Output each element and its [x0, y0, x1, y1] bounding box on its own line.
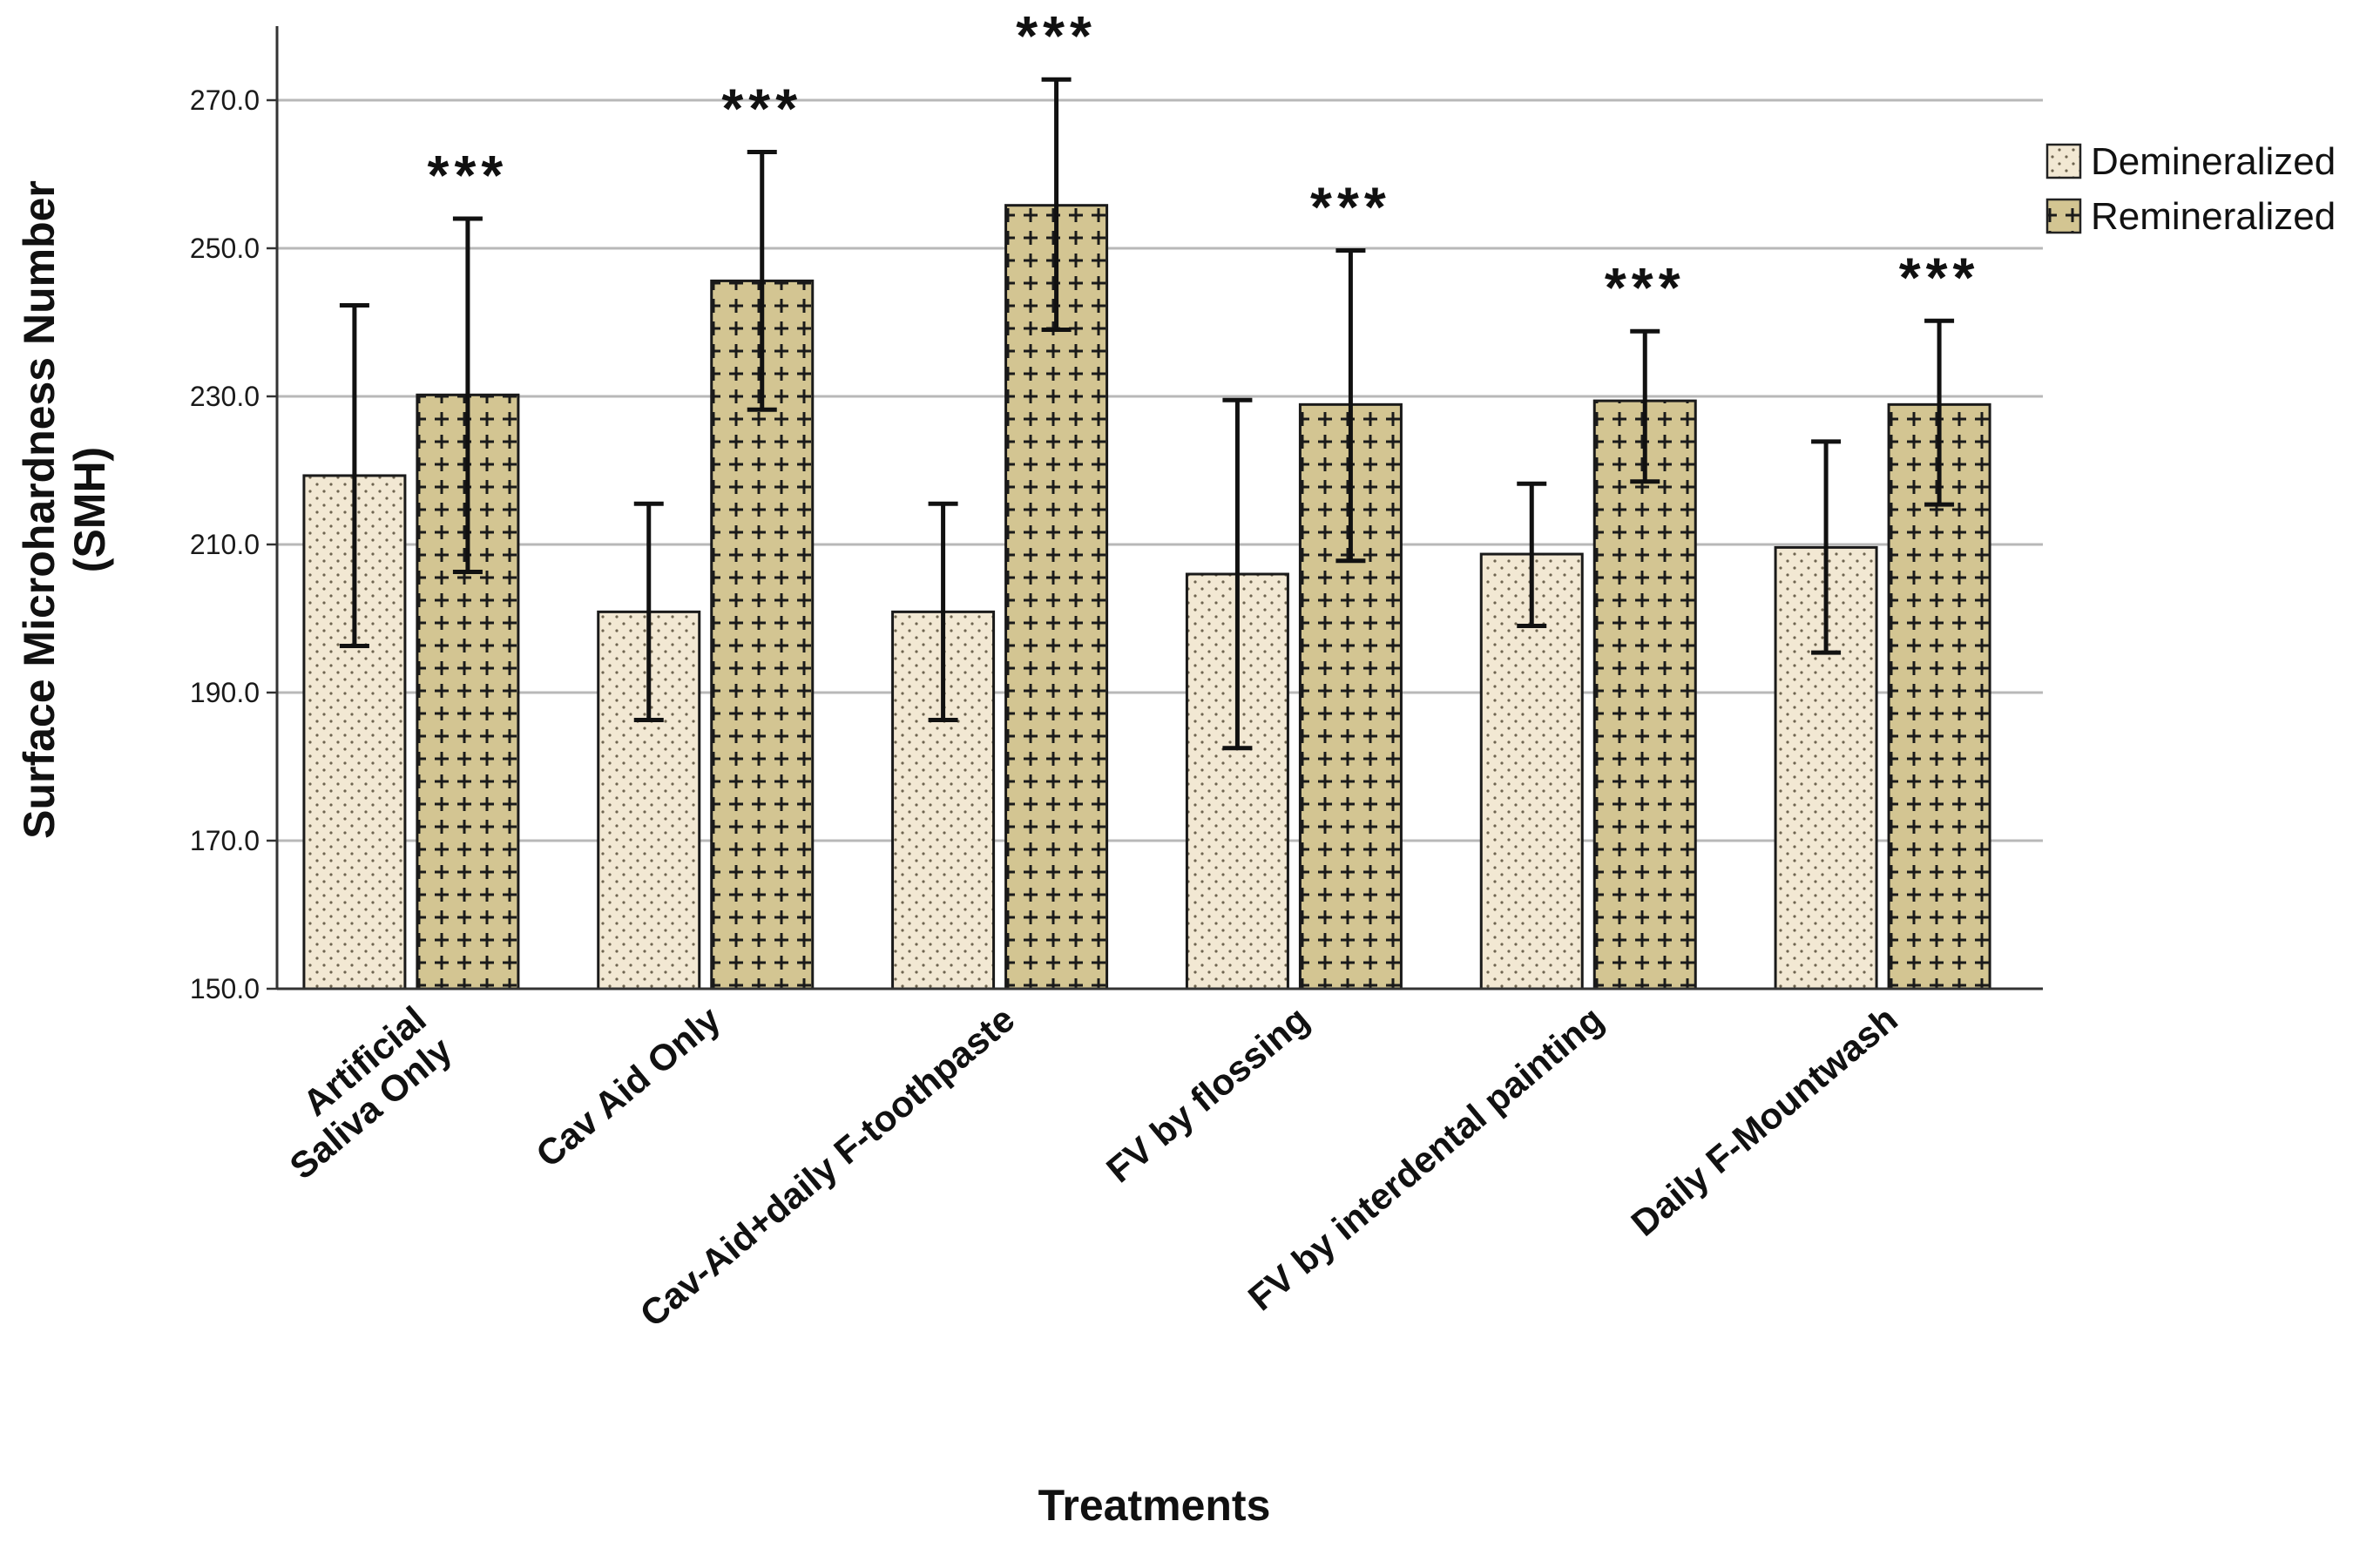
legend: Demineralized Remineralized	[2045, 140, 2336, 238]
bars	[302, 204, 1991, 990]
significance-label: ***	[1899, 246, 1980, 308]
y-tick-label: 190.0	[190, 677, 260, 708]
x-tick-label: FV by flossing	[1099, 998, 1316, 1191]
x-tick-label-group: Cav Aid Only	[528, 997, 728, 1174]
y-axis-subtitle: (SMH)	[65, 447, 114, 572]
bar-remineralized	[1004, 204, 1109, 990]
y-tick-label: 230.0	[190, 381, 260, 412]
x-tick-label-group: Daily F-Mountwash	[1624, 998, 1905, 1244]
y-axis-title: Surface Microhardness Number	[15, 180, 64, 839]
significance-label: ***	[1605, 256, 1686, 319]
legend-swatch-remineralized	[2045, 198, 2082, 234]
significance-label: ***	[428, 144, 509, 206]
y-tick-label: 270.0	[190, 85, 260, 116]
x-axis-title: Treatments	[1038, 1481, 1271, 1530]
legend-swatch-demineralized	[2045, 143, 2082, 179]
significance-label: ***	[1310, 176, 1391, 239]
x-tick-label-group: FV by flossing	[1099, 998, 1316, 1191]
axes: 150.0 170.0 190.0 210.0 230.0 250.0 270.0	[190, 26, 2043, 1004]
significance-label: ***	[1016, 4, 1097, 67]
legend-label-demineralized: Demineralized	[2091, 140, 2336, 183]
error-bars	[339, 77, 1955, 751]
bar-remineralized	[1592, 399, 1697, 990]
x-tick-label: Cav Aid Only	[528, 997, 728, 1174]
legend-label-remineralized: Remineralized	[2091, 195, 2336, 238]
y-tick-label: 250.0	[190, 233, 260, 264]
y-tick-label: 170.0	[190, 825, 260, 856]
x-tick-label: Daily F-Mountwash	[1624, 998, 1905, 1244]
gridlines	[277, 98, 2043, 842]
y-tick-label: 210.0	[190, 529, 260, 560]
y-tick-label: 150.0	[190, 973, 260, 1004]
significance-label: ***	[721, 78, 802, 140]
